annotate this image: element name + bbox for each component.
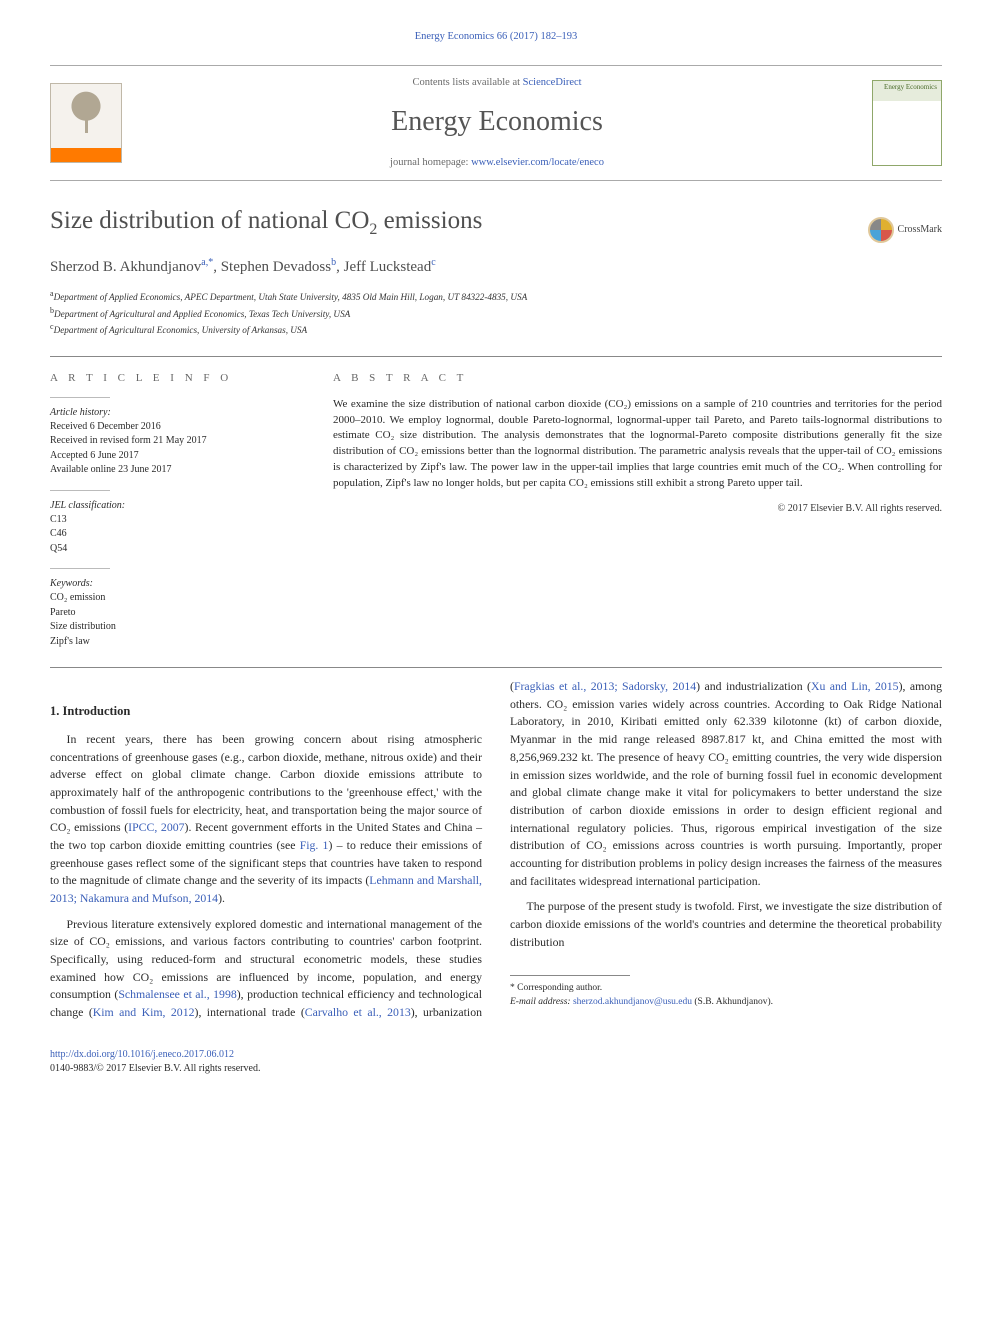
body-p1a: In recent years, there has been growing …: [50, 732, 482, 834]
ref-kim-2012[interactable]: Kim and Kim, 2012: [93, 1005, 195, 1019]
author-sep-2: ,: [336, 259, 344, 275]
ref-schmalensee-1998[interactable]: Schmalensee et al., 1998: [118, 987, 236, 1001]
history-label: Article history:: [50, 406, 305, 420]
body-p2e: ) and industrialization (: [696, 679, 811, 693]
crossmark-icon: [868, 217, 894, 243]
journal-name: Energy Economics: [122, 102, 872, 141]
history-text: Received 6 December 2016 Received in rev…: [50, 420, 305, 478]
section-1-heading: 1. Introduction: [50, 702, 482, 721]
article-info-heading: A R T I C L E I N F O: [50, 371, 305, 386]
elsevier-logo: ELSEVIER: [50, 83, 122, 163]
body-p1: In recent years, there has been growing …: [50, 731, 482, 908]
contents-prefix: Contents lists available at: [412, 77, 522, 88]
body-p2f: ), among others. CO₂ emission varies wid…: [510, 679, 942, 888]
homepage-link[interactable]: www.elsevier.com/locate/eneco: [471, 157, 604, 168]
jel-text: C13 C46 Q54: [50, 513, 305, 557]
issn-copyright: 0140-9883/© 2017 Elsevier B.V. All right…: [50, 1063, 260, 1074]
author-2: Stephen Devadoss: [221, 259, 331, 275]
abstract-text: We examine the size distribution of nati…: [333, 397, 942, 493]
title-post: emissions: [377, 207, 482, 234]
article-info-left: A R T I C L E I N F O Article history: R…: [50, 371, 305, 649]
page-footer: http://dx.doi.org/10.1016/j.eneco.2017.0…: [50, 1048, 942, 1076]
article-body: 1. Introduction In recent years, there h…: [50, 678, 942, 1022]
footnote-star: * Corresponding author.: [510, 982, 942, 995]
sciencedirect-link[interactable]: ScienceDirect: [523, 77, 582, 88]
jel-label: JEL classification:: [50, 499, 305, 513]
body-p3: The purpose of the present study is twof…: [510, 898, 942, 951]
cover-thumb-title: Energy Economics: [884, 83, 937, 93]
crossmark-label: CrossMark: [898, 223, 942, 237]
affil-c: Department of Agricultural Economics, Un…: [54, 325, 308, 335]
abstract-heading: A B S T R A C T: [333, 371, 942, 386]
author-sep-1: ,: [213, 259, 221, 275]
ref-ipcc-2007[interactable]: IPCC, 2007: [128, 820, 184, 834]
author-1: Sherzod B. Akhundjanov: [50, 259, 201, 275]
ref-carvalho-2013[interactable]: Carvalho et al., 2013: [305, 1005, 411, 1019]
keywords-text: CO₂ emission Pareto Size distribution Zi…: [50, 591, 305, 649]
body-p2c: ), international trade (: [195, 1005, 305, 1019]
footnote-email-label: E-mail address:: [510, 997, 573, 1007]
footnote-email-tail: (S.B. Akhundjanov).: [692, 997, 773, 1007]
journal-header: ELSEVIER Contents lists available at Sci…: [50, 65, 942, 182]
keywords-label: Keywords:: [50, 577, 305, 591]
fig1-link[interactable]: Fig. 1: [300, 838, 329, 852]
abstract-block: A B S T R A C T We examine the size dist…: [333, 371, 942, 649]
ref-fragkias-2013[interactable]: Fragkias et al., 2013; Sadorsky, 2014: [514, 679, 696, 693]
homepage-prefix: journal homepage:: [390, 157, 471, 168]
affil-b: Department of Agricultural and Applied E…: [54, 309, 350, 319]
affiliations: aDepartment of Applied Economics, APEC D…: [50, 288, 942, 339]
doi-link[interactable]: http://dx.doi.org/10.1016/j.eneco.2017.0…: [50, 1049, 234, 1060]
homepage-line: journal homepage: www.elsevier.com/locat…: [122, 156, 872, 171]
title-pre: Size distribution of national CO: [50, 207, 369, 234]
article-info-block: A R T I C L E I N F O Article history: R…: [50, 356, 942, 668]
article-title: Size distribution of national CO2 emissi…: [50, 203, 942, 241]
affil-a: Department of Applied Economics, APEC De…: [54, 292, 528, 302]
crossmark-badge[interactable]: CrossMark: [868, 217, 942, 243]
footnote-email-link[interactable]: sherzod.akhundjanov@usu.edu: [573, 997, 692, 1007]
author-3-affil-link[interactable]: c: [431, 257, 435, 268]
ref-xu-2015[interactable]: Xu and Lin, 2015: [811, 679, 899, 693]
corresponding-footnote: * Corresponding author. E-mail address: …: [510, 982, 942, 1009]
journal-reference: Energy Economics 66 (2017) 182–193: [50, 30, 942, 45]
abstract-copyright: © 2017 Elsevier B.V. All rights reserved…: [333, 502, 942, 516]
body-p1d: ).: [218, 891, 225, 905]
elsevier-logo-label: ELSEVIER: [51, 148, 121, 162]
journal-cover-thumb: Energy Economics: [872, 80, 942, 166]
authors-line: Sherzod B. Akhundjanova,*, Stephen Devad…: [50, 256, 942, 278]
footnote-separator: [510, 975, 630, 976]
contents-line: Contents lists available at ScienceDirec…: [122, 76, 872, 91]
author-3: Jeff Luckstead: [344, 259, 432, 275]
